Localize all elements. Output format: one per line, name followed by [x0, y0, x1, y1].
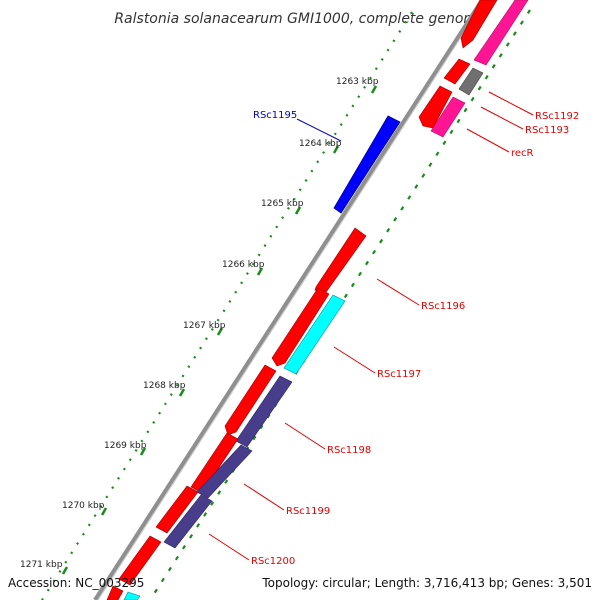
gene-label-RSc1192: RSc1192: [535, 111, 579, 122]
gene-label-RSc1198: RSc1198: [327, 445, 371, 456]
gene-RSc1200[interactable]: [163, 494, 213, 549]
gene-label-RSc1200: RSc1200: [251, 556, 295, 567]
gene-pink-top[interactable]: [473, 0, 529, 66]
tick-mark: [139, 447, 147, 456]
genome-backbone-highlight: [97, 0, 486, 600]
tick-mark: [332, 145, 340, 154]
gene-gray[interactable]: [458, 67, 484, 96]
gene-red-block[interactable]: [155, 485, 199, 534]
tick-mark: [370, 85, 378, 94]
gene-red-block[interactable]: [271, 287, 330, 367]
tick-label: 1269 kbp: [104, 441, 147, 451]
gene-red-block[interactable]: [118, 535, 162, 586]
tick-label: 1266 kbp: [222, 260, 265, 270]
gene-RSc1196[interactable]: [314, 227, 367, 296]
leader-line: [376, 278, 420, 306]
gene-RSc1192[interactable]: [418, 85, 453, 129]
gene-RSc1199[interactable]: [196, 444, 253, 499]
leader-line: [333, 346, 376, 374]
tick-label: 1271 kbp: [20, 560, 63, 570]
gene-label-RSc1196: RSc1196: [421, 301, 465, 312]
genome-backbone: [93, 0, 484, 600]
gene-label-RSc1197: RSc1197: [377, 369, 421, 380]
accession-text: Accession: NC_003295: [8, 576, 144, 590]
tick-label: 1267 kbp: [183, 321, 226, 331]
leader-line: [480, 106, 524, 130]
gene-red[interactable]: [443, 58, 471, 85]
leader-line: [488, 91, 534, 116]
leader-line: [208, 533, 250, 561]
leader-line: [466, 128, 510, 153]
kbp-ruler: [41, 11, 413, 600]
gene-cyan-block[interactable]: [123, 591, 141, 600]
tick-label: 1270 kbp: [62, 501, 105, 511]
gene-red-top[interactable]: [460, 0, 498, 49]
gene-red-block[interactable]: [106, 585, 124, 600]
leader-line: [284, 422, 326, 450]
gene-recR[interactable]: [430, 96, 466, 138]
gene-RSc1198[interactable]: [235, 375, 293, 448]
tick-mark: [216, 327, 224, 336]
gene-RSc1197[interactable]: [283, 294, 346, 375]
tick-mark: [256, 267, 264, 276]
tick-label: 1268 kbp: [143, 381, 186, 391]
gene-red-block[interactable]: [224, 364, 277, 436]
map-title: Ralstonia solanacearum GMI1000, complete…: [114, 11, 485, 27]
ruler-dotted-line: [41, 11, 413, 600]
gene-RSc1195[interactable]: [333, 115, 401, 214]
topology-summary: Topology: circular; Length: 3,716,413 bp…: [261, 576, 592, 590]
tick-label: 1263 kbp: [336, 77, 379, 87]
gene-label-RSc1195: RSc1195: [253, 110, 297, 121]
leader-line: [296, 118, 342, 142]
kbp-ticks: 1263 kbp 1264 kbp 1265 kbp 1266 kbp 1267…: [20, 77, 379, 575]
tick-mark: [61, 566, 69, 575]
tick-mark: [294, 206, 302, 215]
tick-mark: [100, 507, 108, 516]
gene-label-recR: recR: [511, 148, 534, 159]
leader-line: [243, 483, 285, 511]
tick-mark: [178, 388, 186, 397]
gene-label-RSc1193: RSc1193: [525, 125, 569, 136]
gene-label-RSc1199: RSc1199: [286, 506, 330, 517]
tick-label: 1264 kbp: [299, 139, 342, 149]
tick-label: 1265 kbp: [261, 199, 304, 209]
